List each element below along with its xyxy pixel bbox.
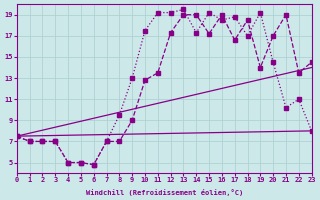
- X-axis label: Windchill (Refroidissement éolien,°C): Windchill (Refroidissement éolien,°C): [85, 189, 243, 196]
